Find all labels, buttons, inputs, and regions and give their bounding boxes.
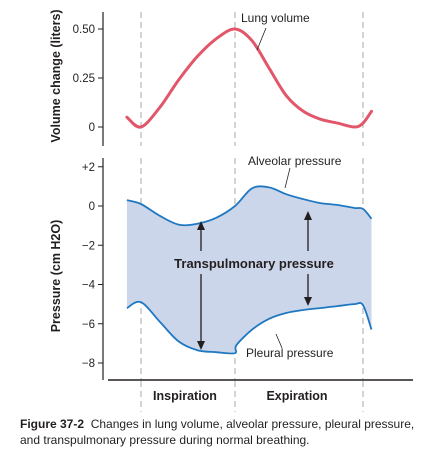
volume-tick-label: 0.50 [73,24,95,36]
pressure-tick-label: −8 [82,358,95,370]
pressure-tick-label: −2 [82,240,95,252]
volume-panel: Volume change (liters) 0.50 0.25 0 Lung … [49,9,373,146]
volume-tick-label: 0.25 [73,73,95,85]
figure-caption: Figure 37-2 Changes in lung volume, alve… [20,417,420,448]
alveolar-pressure-label: Alveolar pressure [248,154,342,168]
lung-volume-line [125,27,373,129]
alveolar-pressure-leader [284,167,291,189]
alveolar-pressure-line [126,185,373,227]
phase-bar: Inspiration Expiration [108,379,413,412]
pressure-tick-label: −6 [82,319,95,331]
pleural-pressure-leader [275,333,283,349]
lung-volume-label: Lung volume [241,11,310,25]
transpulmonary-pressure-label: Transpulmonary pressure [174,256,334,271]
pressure-y-axis-label: Pressure (cm H2O) [49,220,63,333]
pleural-pressure-line [126,300,373,355]
pressure-panel: Pressure (cm H2O) +2 0 −2 −4 −6 −8 Alveolar p… [49,154,373,380]
breathing-figure: Volume change (liters) 0.50 0.25 0 Lung … [49,9,413,412]
transpulmonary-pressure-area [126,186,372,354]
figure-number: Figure 37-2 [20,417,85,431]
lung-volume-leader [256,27,267,51]
inspiration-pressure-arrow [197,221,205,350]
volume-tick-label: 0 [89,122,95,134]
volume-y-axis-label: Volume change (liters) [49,9,63,142]
expiration-pressure-arrow [304,211,312,306]
expiration-label: Expiration [266,389,327,403]
caption-text: Changes in lung volume, alveolar pressur… [20,417,415,447]
inspiration-label: Inspiration [153,389,217,403]
pleural-pressure-label: Pleural pressure [246,346,334,360]
pressure-tick-label: +2 [82,162,95,174]
pressure-tick-label: −4 [82,280,96,292]
pressure-tick-label: 0 [89,201,95,213]
